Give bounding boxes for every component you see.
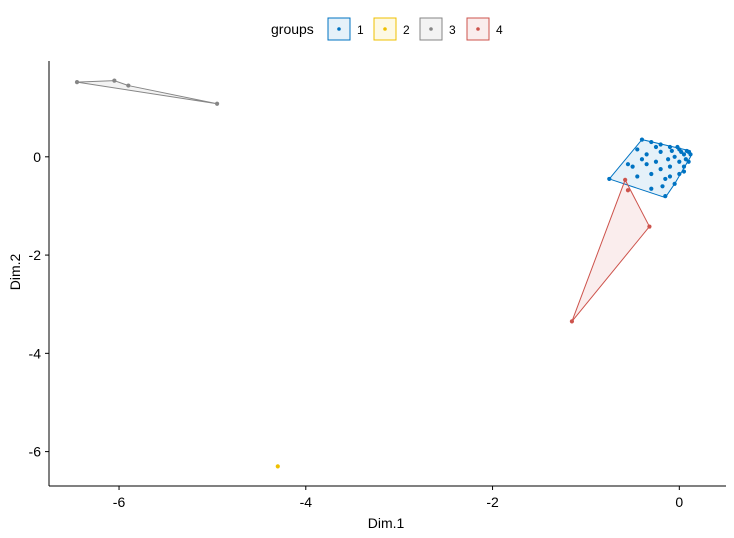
point-group-1 [672,154,677,159]
point-group-1 [607,176,612,182]
point-group-1 [684,148,689,154]
point-group-1 [681,152,687,157]
point-group-1 [635,147,640,152]
point-group-1 [669,148,674,154]
legend-key-dot [337,27,341,31]
legend: groups 1 2 3 4 [271,17,503,41]
hull-group-3 [76,80,218,105]
point-group-4 [569,319,575,324]
y-tick-label: -6 [29,444,42,460]
point-group-1 [681,164,687,169]
x-tick-label: -2 [486,494,499,510]
legend-label-3: 3 [449,23,456,37]
point-group-1 [625,162,631,167]
y-tick-label: 0 [33,149,41,165]
legend-title: groups [271,21,314,37]
x-axis-title: Dim.1 [368,515,405,531]
point-group-1 [649,186,654,191]
point-group-4 [623,177,628,183]
point-group-1 [683,157,688,162]
point-layer [74,78,693,469]
legend-label-4: 4 [496,23,503,37]
x-tick-label: -4 [300,494,313,510]
point-group-1 [667,174,673,179]
point-group-4 [625,188,631,193]
point-group-1 [681,169,687,174]
point-group-1 [660,184,665,189]
point-group-1 [649,171,654,177]
legend-key-dot [429,27,433,31]
axes: -6 -4 -2 0 0 -2 -4 -6 [29,61,726,510]
point-group-1 [635,174,640,179]
point-group-1 [649,139,654,145]
legend-key-dot [383,27,387,31]
x-tick-label: 0 [675,494,683,510]
point-group-1 [644,152,649,157]
hull-layer [76,80,692,322]
point-group-1 [663,176,668,182]
point-group-3 [214,101,220,106]
point-group-1 [667,164,673,169]
point-group-1 [679,149,684,154]
point-group-4 [647,224,652,229]
point-group-2 [275,464,280,469]
point-group-1 [677,159,682,164]
point-group-1 [630,164,635,169]
point-group-3 [112,78,117,83]
point-group-1 [666,157,671,162]
point-group-1 [644,162,649,167]
y-tick-label: -4 [29,345,42,361]
legend-key-dot [476,27,480,31]
point-group-1 [658,142,663,147]
point-group-1 [675,144,680,150]
legend-label-2: 2 [403,23,410,37]
point-group-1 [653,159,659,164]
point-group-3 [126,83,131,88]
y-axis-title: Dim.2 [7,254,23,291]
point-group-1 [639,157,645,162]
point-group-1 [686,159,691,164]
point-group-1 [658,166,663,172]
hull-group-4 [571,178,651,322]
point-group-1 [672,181,677,186]
point-group-3 [74,80,80,85]
x-tick-label: -6 [113,494,126,510]
point-group-1 [653,144,659,150]
point-group-1 [677,171,682,177]
point-group-1 [663,194,668,199]
point-group-1 [667,144,673,150]
legend-label-1: 1 [357,23,364,37]
y-tick-label: -2 [29,247,42,263]
point-group-1 [639,137,645,142]
point-group-1 [658,149,663,154]
point-group-1 [688,152,693,157]
